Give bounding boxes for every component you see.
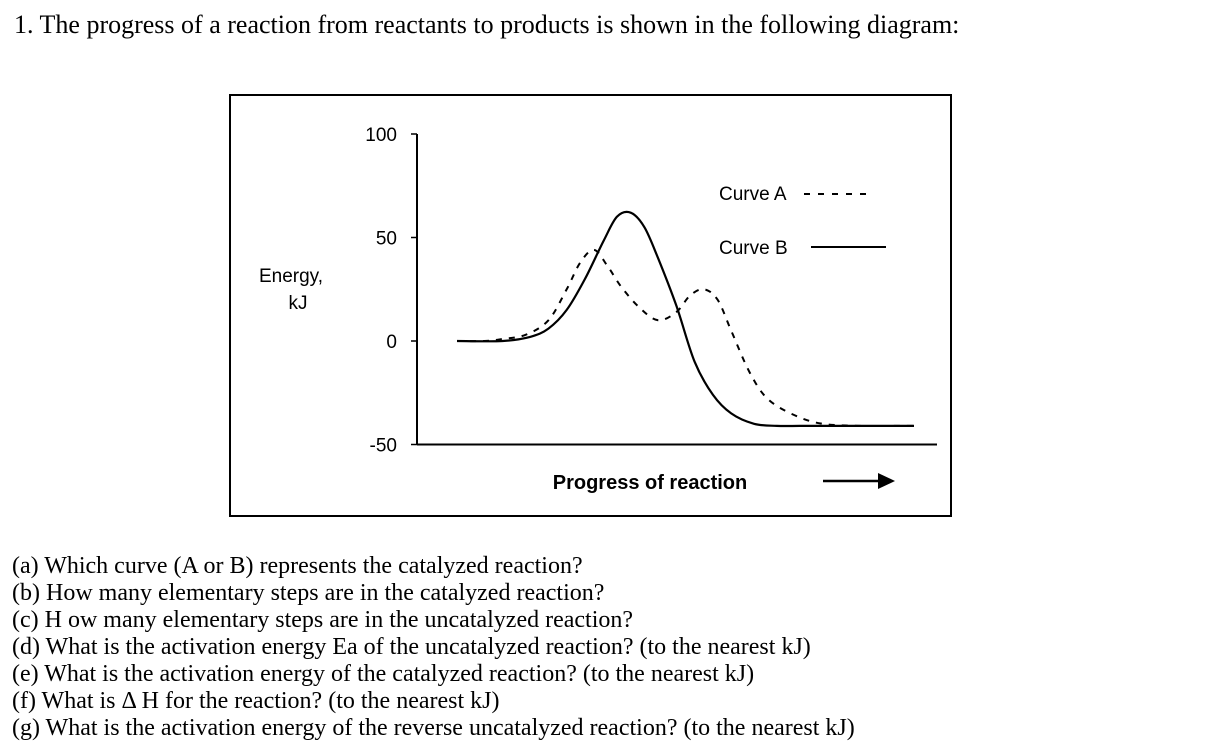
- legend-label-curve-b: Curve B: [719, 238, 788, 259]
- question-b: (b) How many elementary steps are in the…: [12, 580, 605, 606]
- question-list: (a) Which curve (A or B) represents the …: [12, 553, 855, 742]
- curve-curve-b-line: [456, 210, 914, 428]
- y-axis-label: Energy,: [259, 266, 323, 287]
- y-axis-label: kJ: [289, 293, 308, 314]
- legend-label-curve-a: Curve A: [719, 184, 787, 205]
- question-d: (d) What is the activation energy Ea of …: [12, 634, 811, 660]
- problem-intro: 1. The progress of a reaction from react…: [14, 10, 960, 39]
- question-e: (e) What is the activation energy of the…: [12, 661, 755, 687]
- y-tick-label: 0: [386, 332, 397, 353]
- question-c: (c) H ow many elementary steps are in th…: [12, 607, 634, 633]
- question-a: (a) Which curve (A or B) represents the …: [12, 553, 583, 579]
- y-tick-label: -50: [370, 436, 397, 457]
- x-axis-label: Progress of reaction: [553, 472, 748, 494]
- question-g: (g) What is the activation energy of the…: [12, 715, 855, 741]
- curve-curve-a-line: [456, 248, 914, 428]
- progress-arrow-head: [878, 473, 895, 489]
- y-tick-label: 100: [365, 125, 397, 146]
- energy-diagram: 100 50 0 -50 Energy, kJ Progress of reaction Cu…: [229, 94, 952, 517]
- y-tick-label: 50: [376, 229, 397, 250]
- question-f: (f) What is Δ H for the reaction? (to th…: [12, 688, 500, 714]
- energy-diagram-svg: 100 50 0 -50 Energy, kJ Progress of reaction Cu…: [259, 125, 937, 494]
